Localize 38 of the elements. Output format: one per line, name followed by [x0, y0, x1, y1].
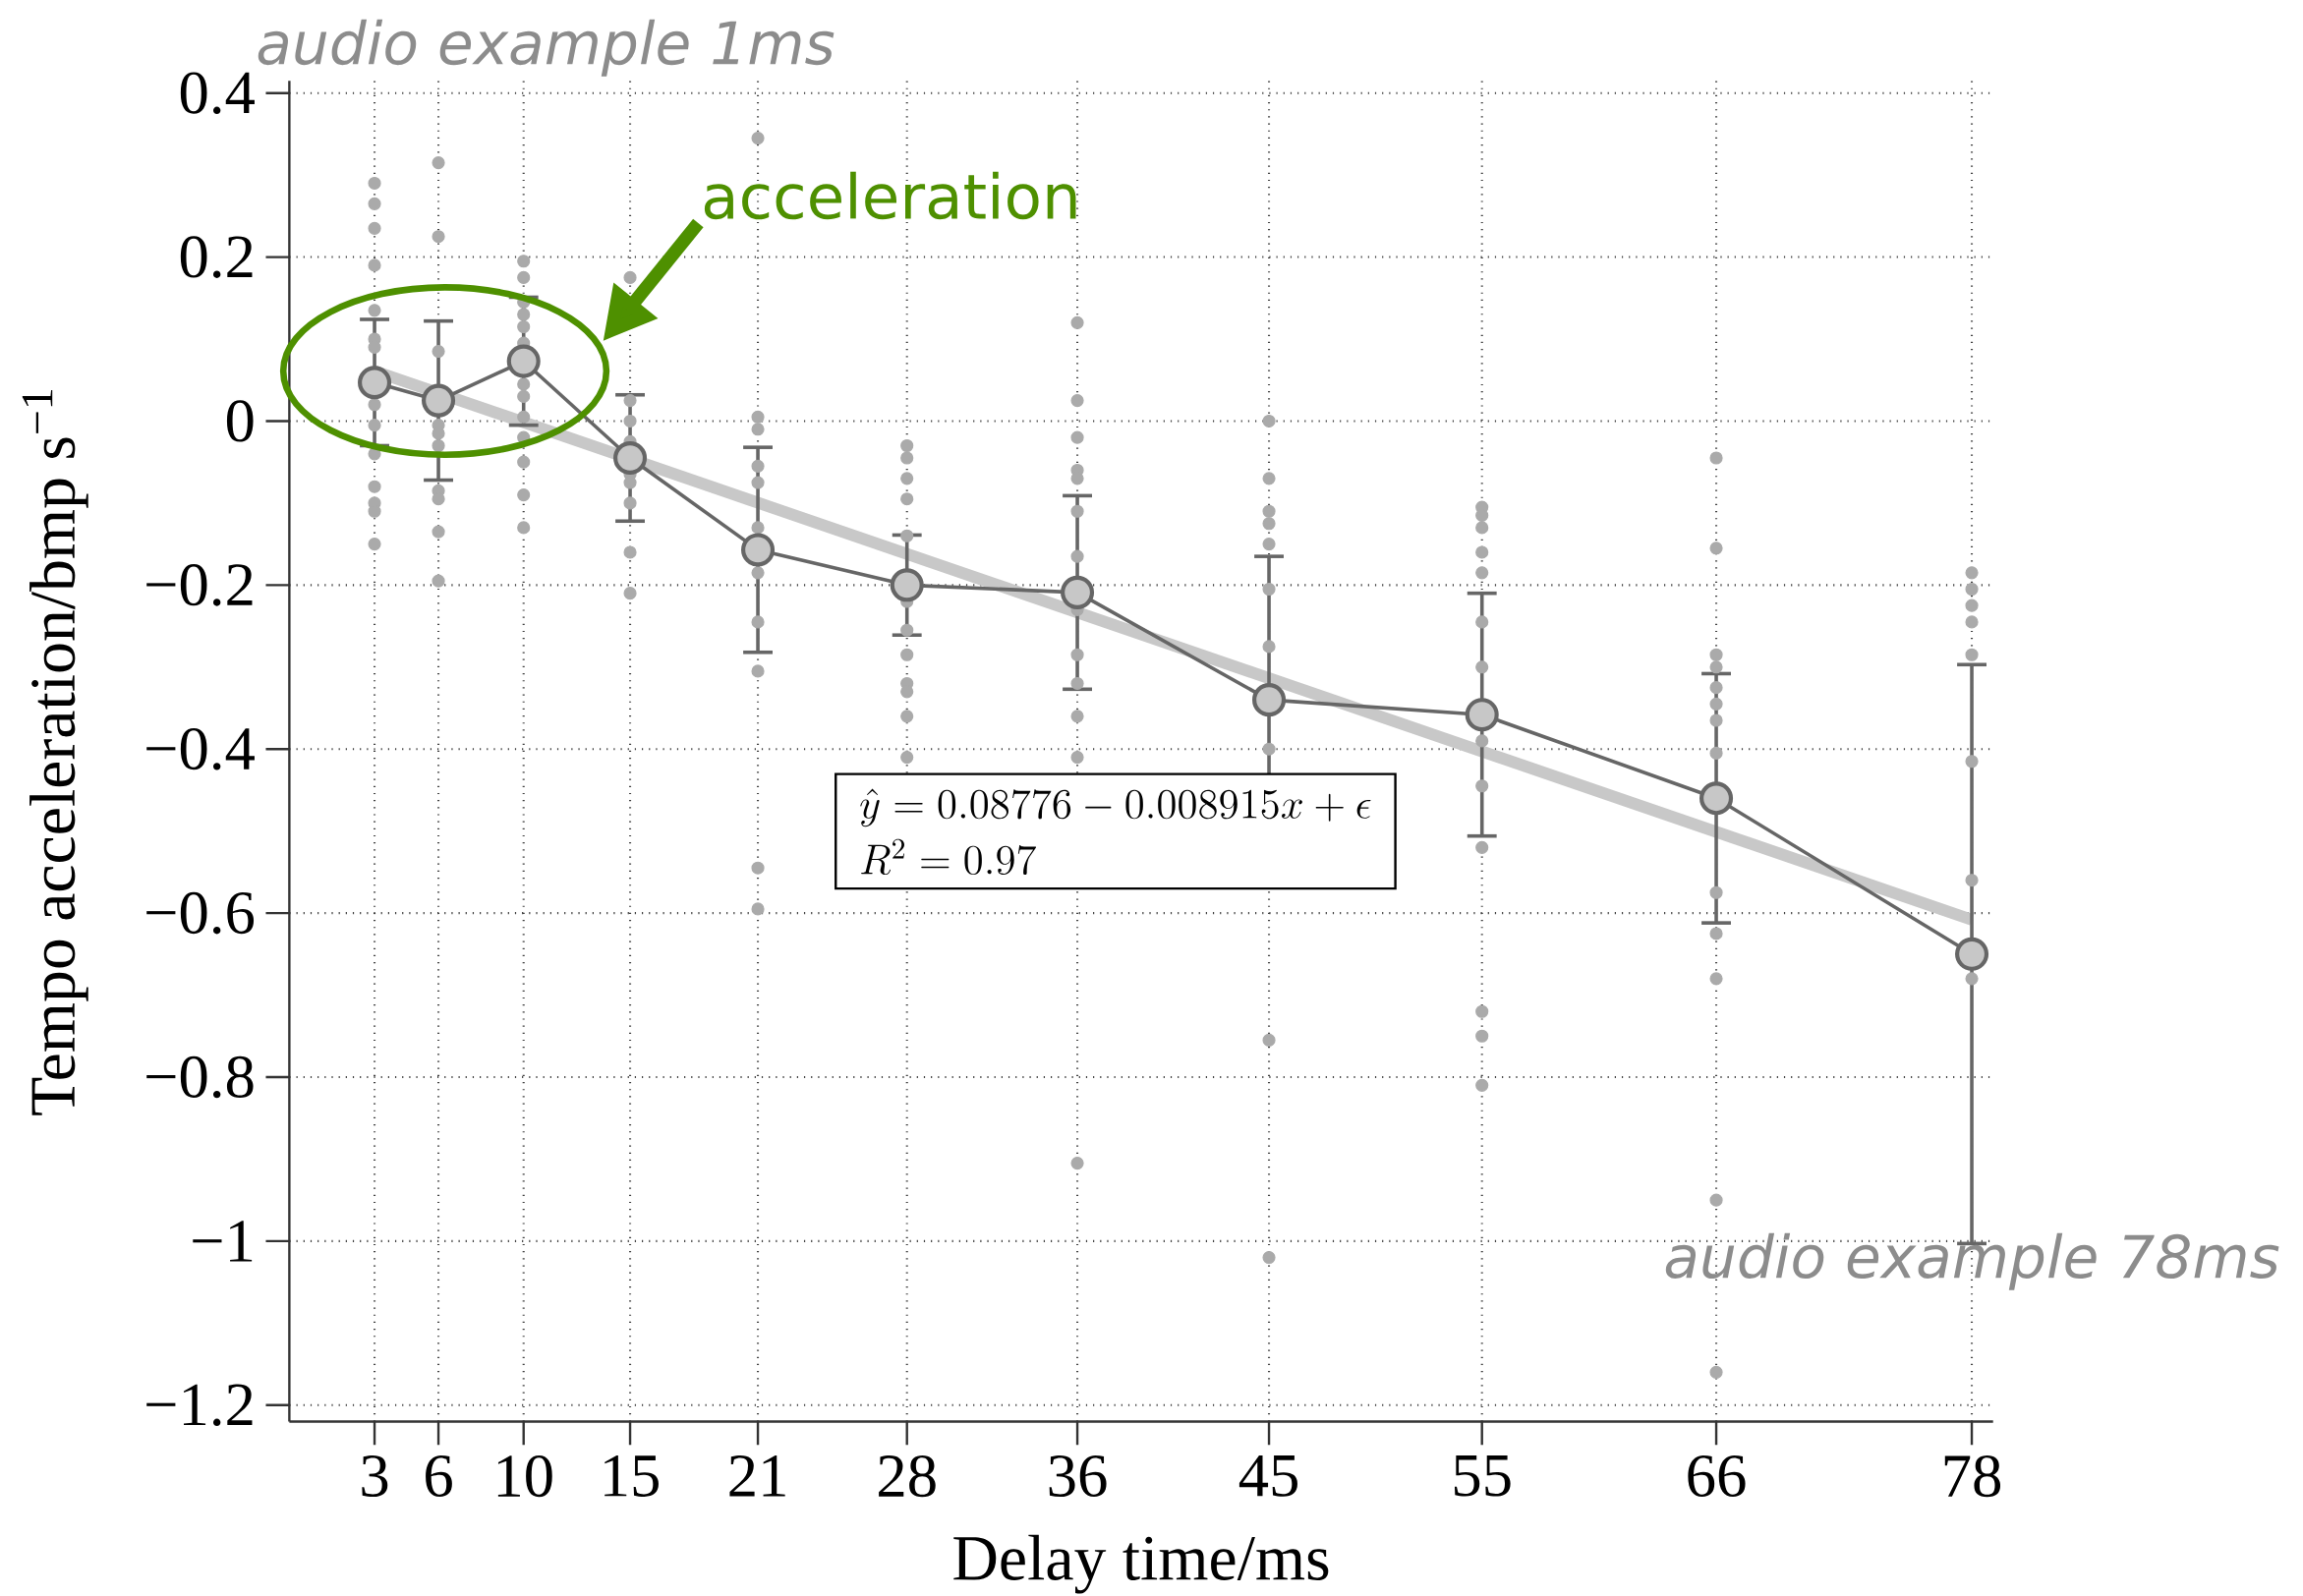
- point: [1465, 698, 1499, 732]
- y-tick-label: 0.4: [180, 72, 255, 114]
- x-tick-label: 36: [1049, 1454, 1107, 1497]
- x-tick-label: 66: [1688, 1454, 1746, 1497]
- point: [506, 344, 541, 378]
- y-tick-label: −1.2: [146, 1384, 253, 1426]
- x-tick-label: 6: [426, 1454, 452, 1497]
- y-tick-label: −1: [193, 1221, 253, 1262]
- point: [890, 568, 924, 602]
- y-tick-label: 0: [226, 400, 254, 442]
- x-tick-label: 21: [729, 1454, 785, 1497]
- annotation: $R^{2} = 0.97$: [861, 838, 1036, 875]
- point: [1252, 682, 1287, 717]
- point: [422, 383, 456, 418]
- x-tick-label: 28: [879, 1454, 936, 1498]
- point: [1061, 575, 1095, 609]
- annotation: $\hat{y} = 0.08776 - 0.008915x + \epsilon$: [860, 788, 1371, 827]
- y-tick-label: −0.4: [146, 727, 255, 770]
- y-axis-title: Tempo acceleration/bmp s$^{−1}$: [22, 389, 88, 1115]
- x-tick-label: 55: [1454, 1454, 1511, 1497]
- y-tick-label: −0.6: [146, 891, 255, 935]
- text: audio example 1ms: [258, 19, 835, 77]
- x-tick-label: 45: [1238, 1454, 1297, 1497]
- y-tick-label: 0.2: [180, 236, 253, 278]
- point: [1699, 781, 1734, 816]
- point: [613, 440, 648, 475]
- x-axis-title: Delay time/ms: [953, 1534, 1329, 1594]
- annotation: audio example 78ms: [1665, 1232, 2279, 1290]
- x-tick-label: 10: [497, 1454, 552, 1498]
- point: [741, 533, 776, 567]
- x-tick-label: 3: [362, 1454, 388, 1497]
- point: [358, 366, 392, 400]
- y-tick-label: −0.2: [146, 563, 253, 606]
- y-tick-label: −0.8: [146, 1055, 254, 1099]
- x-tick-label: 15: [605, 1454, 659, 1497]
- point: [1955, 937, 1989, 971]
- annotation: acceleration: [704, 171, 1076, 220]
- x-tick-label: 78: [1944, 1454, 2001, 1498]
